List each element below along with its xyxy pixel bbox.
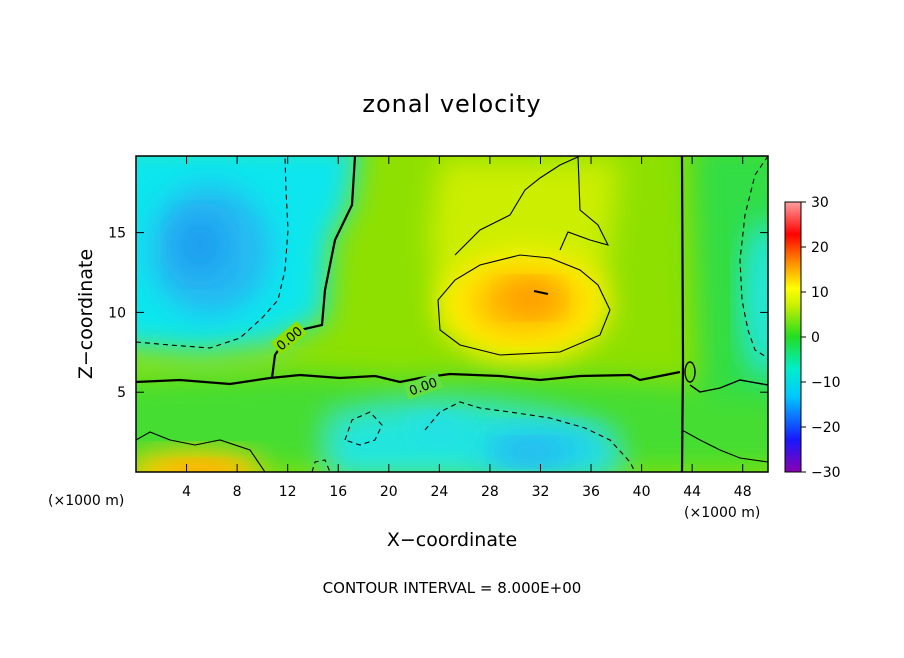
colorbar-tick-label-0: 30 xyxy=(811,195,829,211)
colorbar-ticks: 30 20 10 0 −10 −20 −30 xyxy=(801,195,841,481)
x-unit-label-left: (×1000 m) xyxy=(48,493,124,509)
colorbar-tick-label-2: 10 xyxy=(811,285,829,301)
min-core-upper-left xyxy=(172,213,228,277)
contour-neg8-right xyxy=(739,156,768,359)
max-core-center xyxy=(502,281,558,315)
max-core-lower-left xyxy=(160,462,240,472)
min-region-lower-center xyxy=(410,415,470,445)
x-tick-label-9: 40 xyxy=(633,484,651,500)
chart-title: zonal velocity xyxy=(362,90,541,118)
contour-label-bg-2 xyxy=(403,372,443,400)
colorbar-tick-label-3: 0 xyxy=(811,330,820,346)
x-axis: 4 8 12 16 20 24 28 32 36 40 44 48 xyxy=(182,156,752,500)
x-axis-label: X−coordinate xyxy=(387,529,517,551)
y-axis: 5 10 15 xyxy=(108,226,768,401)
x-tick-label-8: 36 xyxy=(582,484,600,500)
zero-contour-right-tail xyxy=(689,379,768,393)
x-tick-label-1: 8 xyxy=(233,484,242,500)
x-tick-label-2: 12 xyxy=(279,484,297,500)
zero-contour-small-ring xyxy=(684,361,696,383)
contour-8-lower-right xyxy=(681,429,768,463)
colorbar-tick-label-5: −20 xyxy=(811,420,841,436)
max-region-lower-left xyxy=(136,450,265,472)
y-tick-label-1: 10 xyxy=(108,305,126,321)
min-core-lower-middle xyxy=(498,440,562,464)
y-tick-label-0: 5 xyxy=(117,385,126,401)
x-tick-label-7: 32 xyxy=(532,484,550,500)
y-axis-label: Z−coordinate xyxy=(75,249,97,379)
x-tick-label-3: 16 xyxy=(329,484,347,500)
x-tick-label-6: 28 xyxy=(481,484,499,500)
x-tick-label-5: 24 xyxy=(430,484,448,500)
contour-lines xyxy=(136,156,768,472)
colorbar xyxy=(784,201,802,473)
contour-neg8-lower-middle xyxy=(424,401,636,472)
contour-label-bg-1 xyxy=(270,320,308,356)
x-tick-label-4: 20 xyxy=(380,484,398,500)
x-tick-label-10: 44 xyxy=(683,484,701,500)
colorbar-tick-label-6: −30 xyxy=(811,465,841,481)
colorbar-tick-label-1: 20 xyxy=(811,240,829,256)
contour-neg8-lower-center xyxy=(344,411,383,446)
colorbar-tick-label-4: −10 xyxy=(811,375,841,391)
x-tick-label-0: 4 xyxy=(182,484,191,500)
contour-8-center xyxy=(437,254,611,356)
y-tick-label-2: 15 xyxy=(108,226,126,242)
zero-contour-lower xyxy=(136,370,681,386)
velocity-field xyxy=(136,156,768,472)
x-unit-label-right: (×1000 m) xyxy=(684,505,760,521)
contour-neg8-upper-left xyxy=(136,156,289,349)
zero-contour-right-vertical xyxy=(680,156,685,472)
contour-interval-label: CONTOUR INTERVAL = 8.000E+00 xyxy=(323,579,582,597)
min-region-right xyxy=(740,220,768,380)
contour-8-lower-left xyxy=(136,431,266,472)
x-tick-label-11: 48 xyxy=(734,484,752,500)
plot-frame xyxy=(135,155,769,473)
contour-8-upper xyxy=(454,156,610,256)
contour-neg8-lower-small xyxy=(311,459,331,472)
zero-contour-core-max xyxy=(533,290,549,295)
